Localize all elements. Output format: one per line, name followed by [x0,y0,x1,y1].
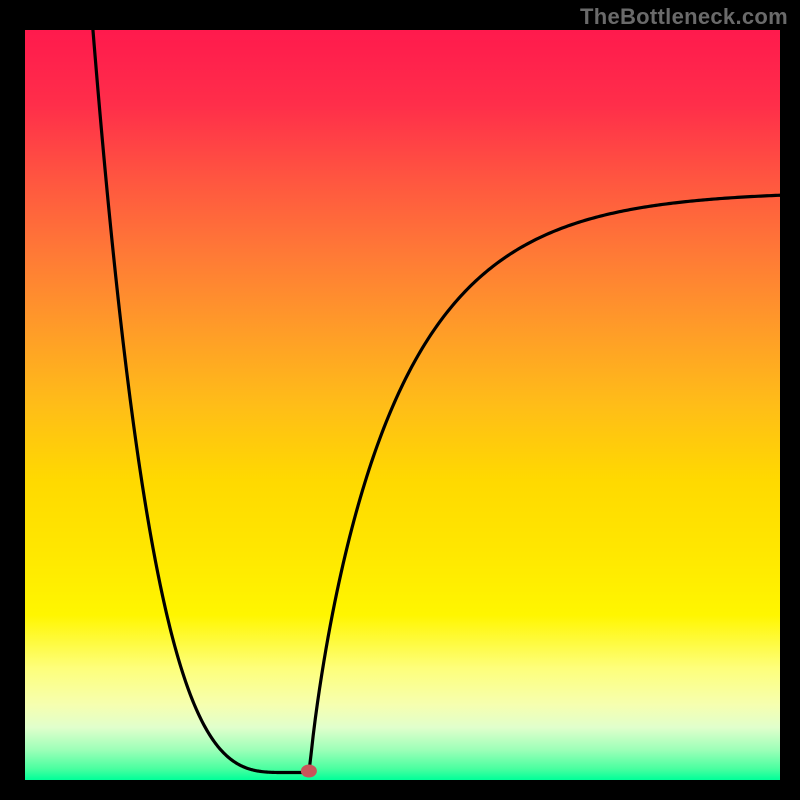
chart-container: TheBottleneck.com [0,0,800,800]
min-marker [301,765,317,778]
watermark-text: TheBottleneck.com [580,4,788,30]
bottleneck-chart [0,0,800,800]
chart-background [25,30,780,780]
